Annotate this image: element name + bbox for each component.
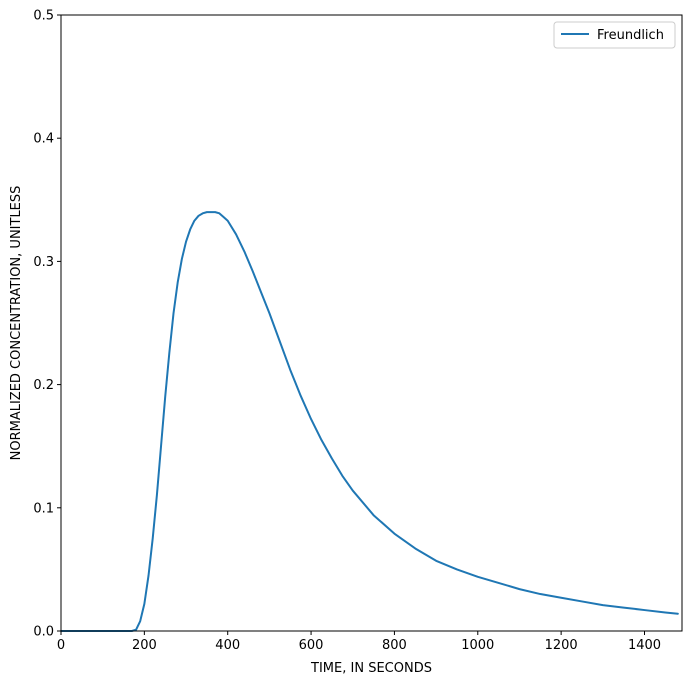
x-tick-label: 1000 [461, 638, 494, 653]
x-tick-label: 0 [57, 638, 65, 653]
x-axis: 0 200 400 600 800 1000 1200 1400 [57, 631, 661, 653]
x-axis-label: TIME, IN SECONDS [310, 661, 432, 676]
x-tick-label: 1200 [545, 638, 578, 653]
x-tick-label: 800 [382, 638, 407, 653]
legend-label: Freundlich [597, 28, 664, 43]
y-tick-label: 0.0 [33, 625, 54, 640]
plot-frame [60, 14, 683, 632]
series-line-0 [60, 211, 679, 632]
x-tick-label: 400 [215, 638, 240, 653]
x-tick-label: 200 [132, 638, 157, 653]
x-tick-label: 1400 [628, 638, 661, 653]
y-axis-label: NORMALIZED CONCENTRATION, UNITLESS [9, 186, 24, 461]
y-tick-label: 0.3 [33, 255, 54, 270]
plot-area [61, 15, 682, 631]
legend: Freundlich [553, 21, 676, 49]
x-tick-label: 600 [299, 638, 324, 653]
y-axis: 0.0 0.1 0.2 0.3 0.4 0.5 [33, 9, 61, 640]
legend-box [553, 21, 676, 49]
y-tick-label: 0.5 [33, 9, 54, 24]
y-tick-label: 0.2 [33, 378, 54, 393]
series-layer [60, 211, 679, 632]
y-tick-label: 0.1 [33, 501, 54, 516]
y-tick-label: 0.4 [33, 132, 54, 147]
